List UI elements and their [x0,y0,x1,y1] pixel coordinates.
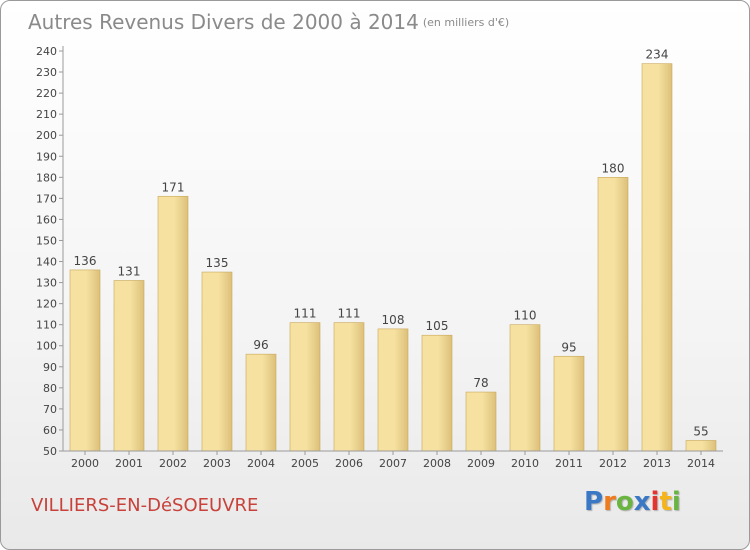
x-tick-label: 2001 [115,457,143,470]
y-tick-label: 200 [36,129,57,142]
logo-letter: i [650,487,660,517]
x-tick-label: 2009 [467,457,495,470]
data-label: 110 [514,309,537,323]
logo-letter: i [671,487,681,517]
bar [245,353,277,452]
x-tick-label: 2013 [643,457,671,470]
x-tick-label: 2005 [291,457,319,470]
y-tick-label: 170 [36,192,57,205]
proxiti-logo: Proxiti [584,487,681,523]
bar [641,63,673,452]
x-tick-label: 2010 [511,457,539,470]
logo-letter: r [603,487,616,517]
data-label: 95 [561,340,576,354]
chart-title: Autres Revenus Divers de 2000 à 2014 (en … [28,7,509,37]
data-label: 180 [602,161,625,175]
logo-letter: x [633,487,651,517]
chart-unit: (en milliers d'€) [422,16,510,29]
y-tick-label: 90 [43,361,57,374]
data-label: 105 [426,319,449,333]
y-tick-label: 110 [36,319,57,332]
y-tick-label: 100 [36,340,57,353]
y-tick-label: 60 [43,424,57,437]
data-label: 111 [338,307,361,321]
y-tick-label: 220 [36,87,57,100]
data-label: 234 [646,48,669,62]
bar [685,440,717,452]
data-label: 108 [382,313,405,327]
y-tick-label: 190 [36,150,57,163]
data-label: 171 [162,180,185,194]
data-label: 135 [206,256,229,270]
data-label: 96 [253,338,268,352]
bar [553,355,585,452]
y-tick-label: 230 [36,66,57,79]
x-tick-label: 2014 [687,457,715,470]
y-tick-label: 120 [36,298,57,311]
x-tick-label: 2012 [599,457,627,470]
bar [597,177,629,452]
commune-name: VILLIERS-EN-DéSOEUVRE [31,495,259,516]
x-tick-label: 2008 [423,457,451,470]
bar [113,280,145,452]
bar [157,195,189,452]
x-tick-label: 2003 [203,457,231,470]
bar [69,269,101,452]
bar [421,334,453,452]
y-tick-label: 70 [43,403,57,416]
data-label: 55 [693,424,708,438]
y-tick-label: 240 [36,45,57,58]
data-label: 131 [118,264,141,278]
y-tick-label: 210 [36,108,57,121]
logo-letter: t [659,487,672,517]
x-tick-label: 2000 [71,457,99,470]
x-tick-label: 2004 [247,457,275,470]
x-tick-label: 2011 [555,457,583,470]
bar [377,328,409,452]
y-tick-label: 130 [36,277,57,290]
bar [201,271,233,452]
logo-letter: o [615,487,634,517]
x-tick-label: 2002 [159,457,187,470]
x-tick-label: 2007 [379,457,407,470]
y-tick-label: 50 [43,445,57,458]
data-label: 136 [74,254,97,268]
y-tick-label: 160 [36,213,57,226]
data-label: 111 [294,307,317,321]
y-tick-label: 180 [36,171,57,184]
data-label: 78 [473,376,488,390]
y-tick-label: 80 [43,382,57,395]
chart-title-text: Autres Revenus Divers de 2000 à 2014 [28,10,419,34]
bar [333,322,365,452]
bar [509,324,541,452]
x-tick-label: 2006 [335,457,363,470]
bar [465,391,497,452]
bar [289,322,321,452]
logo-letter: P [584,487,604,517]
y-tick-label: 140 [36,256,57,269]
y-tick-label: 150 [36,234,57,247]
